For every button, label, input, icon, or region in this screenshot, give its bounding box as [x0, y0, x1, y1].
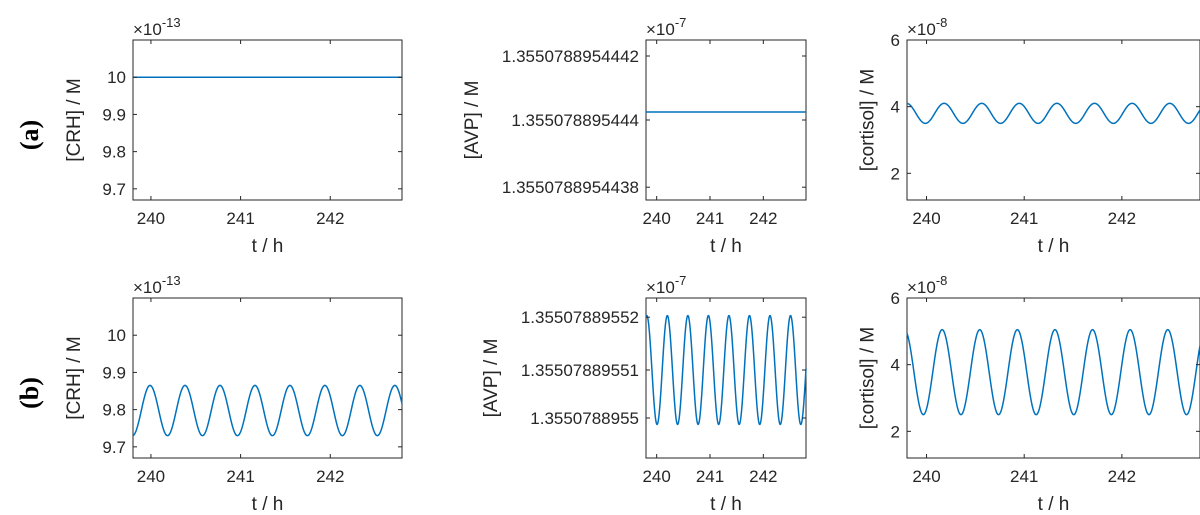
y-multiplier: ×10-7: [646, 273, 686, 297]
y-tick-label: 9.9: [102, 363, 126, 382]
x-axis-label: t / h: [1038, 236, 1070, 257]
y-multiplier-exponent: -13: [162, 15, 181, 30]
y-multiplier-exponent: -8: [936, 15, 948, 30]
y-multiplier: ×10-8: [907, 273, 947, 297]
y-tick-label: 1.3550788955: [530, 409, 639, 428]
x-axis-label: t / h: [1038, 494, 1070, 515]
y-tick-label: 1.35507889552: [521, 308, 639, 327]
y-axis-label: [CRH] / M: [64, 78, 85, 161]
y-multiplier-exponent: -13: [162, 273, 181, 288]
panel-a3: 240 241 242 2 4 6 t / h [cortisol] / M ×10-8: [857, 15, 1200, 257]
y-tick-label: 10: [107, 326, 126, 345]
y-tick-label: 2: [891, 422, 900, 441]
series-line: [906, 328, 1200, 416]
y-tick-label: 2: [891, 164, 900, 183]
axes-box: [645, 39, 807, 201]
x-tick-label: 241: [696, 209, 724, 228]
panel-a2: 240 241 242 1.3550788954438 1.355078895444 1.…: [462, 15, 807, 257]
x-axis-label: t / h: [710, 494, 742, 515]
x-tick-label: 242: [1108, 209, 1136, 228]
row-label-b: (b): [15, 377, 44, 409]
x-tick-label: 242: [1108, 467, 1136, 486]
x-tick-label: 240: [137, 467, 165, 486]
x-tick-label: 242: [749, 467, 777, 486]
y-tick-label: 1.3550788954442: [502, 47, 639, 66]
x-tick-label: 242: [316, 209, 344, 228]
axes-box: [906, 297, 1200, 459]
axes-box: [132, 39, 403, 201]
panel-b2: 240 241 242 1.3550788955 1.35507889551 1.3550…: [481, 273, 807, 515]
axes-box: [132, 297, 403, 459]
x-tick-label: 240: [642, 209, 670, 228]
y-axis-label: [AVP] / M: [462, 81, 483, 160]
x-tick-label: 241: [1010, 209, 1038, 228]
x-tick-label: 240: [912, 467, 940, 486]
y-tick-label: 10: [107, 68, 126, 87]
y-tick-label: 1.355078895444: [511, 111, 639, 130]
y-multiplier-exponent: -7: [675, 273, 687, 288]
y-axis-label: [AVP] / M: [481, 339, 502, 418]
y-multiplier-exponent: -7: [675, 15, 687, 30]
y-multiplier: ×10-13: [133, 273, 181, 297]
x-tick-label: 240: [912, 209, 940, 228]
row-label-a: (a): [15, 120, 44, 150]
axes-box: [645, 297, 807, 459]
series-line: [645, 314, 807, 426]
x-tick-label: 242: [316, 467, 344, 486]
x-tick-label: 240: [137, 209, 165, 228]
y-tick-label: 9.7: [102, 180, 126, 199]
y-tick-label: 6: [891, 289, 900, 308]
x-tick-label: 240: [642, 467, 670, 486]
y-multiplier: ×10-8: [907, 15, 947, 39]
y-axis-label: [CRH] / M: [64, 336, 85, 419]
axes-box: [906, 39, 1200, 201]
y-tick-label: 9.7: [102, 438, 126, 457]
y-tick-label: 9.8: [102, 143, 126, 162]
x-tick-label: 241: [226, 467, 254, 486]
y-tick-label: 9.8: [102, 401, 126, 420]
panel-b1: 240 241 242 9.7 9.8 9.9 10 t / h [CRH] / M ×10-13: [64, 273, 403, 515]
panel-b3: 240 241 242 2 4 6 t / h [cortisol] / M ×10-8: [857, 273, 1200, 515]
panel-a1: 240 241 242 9.7 9.8 9.9 10 t / h [CRH] / M ×10-13: [64, 15, 403, 257]
y-tick-label: 6: [891, 31, 900, 50]
y-axis-label: [cortisol] / M: [857, 327, 878, 429]
x-tick-label: 241: [1010, 467, 1038, 486]
x-axis-label: t / h: [710, 236, 742, 257]
y-tick-label: 1.3550788954438: [502, 178, 639, 197]
y-axis-label: [cortisol] / M: [857, 69, 878, 171]
x-axis-label: t / h: [252, 494, 284, 515]
x-tick-label: 241: [226, 209, 254, 228]
x-axis-label: t / h: [252, 236, 284, 257]
x-tick-label: 242: [749, 209, 777, 228]
y-multiplier: ×10-13: [133, 15, 181, 39]
y-tick-label: 4: [891, 356, 900, 375]
series-line: [906, 102, 1200, 125]
y-multiplier: ×10-7: [646, 15, 686, 39]
x-tick-label: 241: [696, 467, 724, 486]
y-multiplier-exponent: -8: [936, 273, 948, 288]
y-tick-label: 9.9: [102, 105, 126, 124]
series-line: [132, 384, 403, 437]
y-tick-label: 1.35507889551: [521, 361, 639, 380]
y-tick-label: 4: [891, 98, 900, 117]
